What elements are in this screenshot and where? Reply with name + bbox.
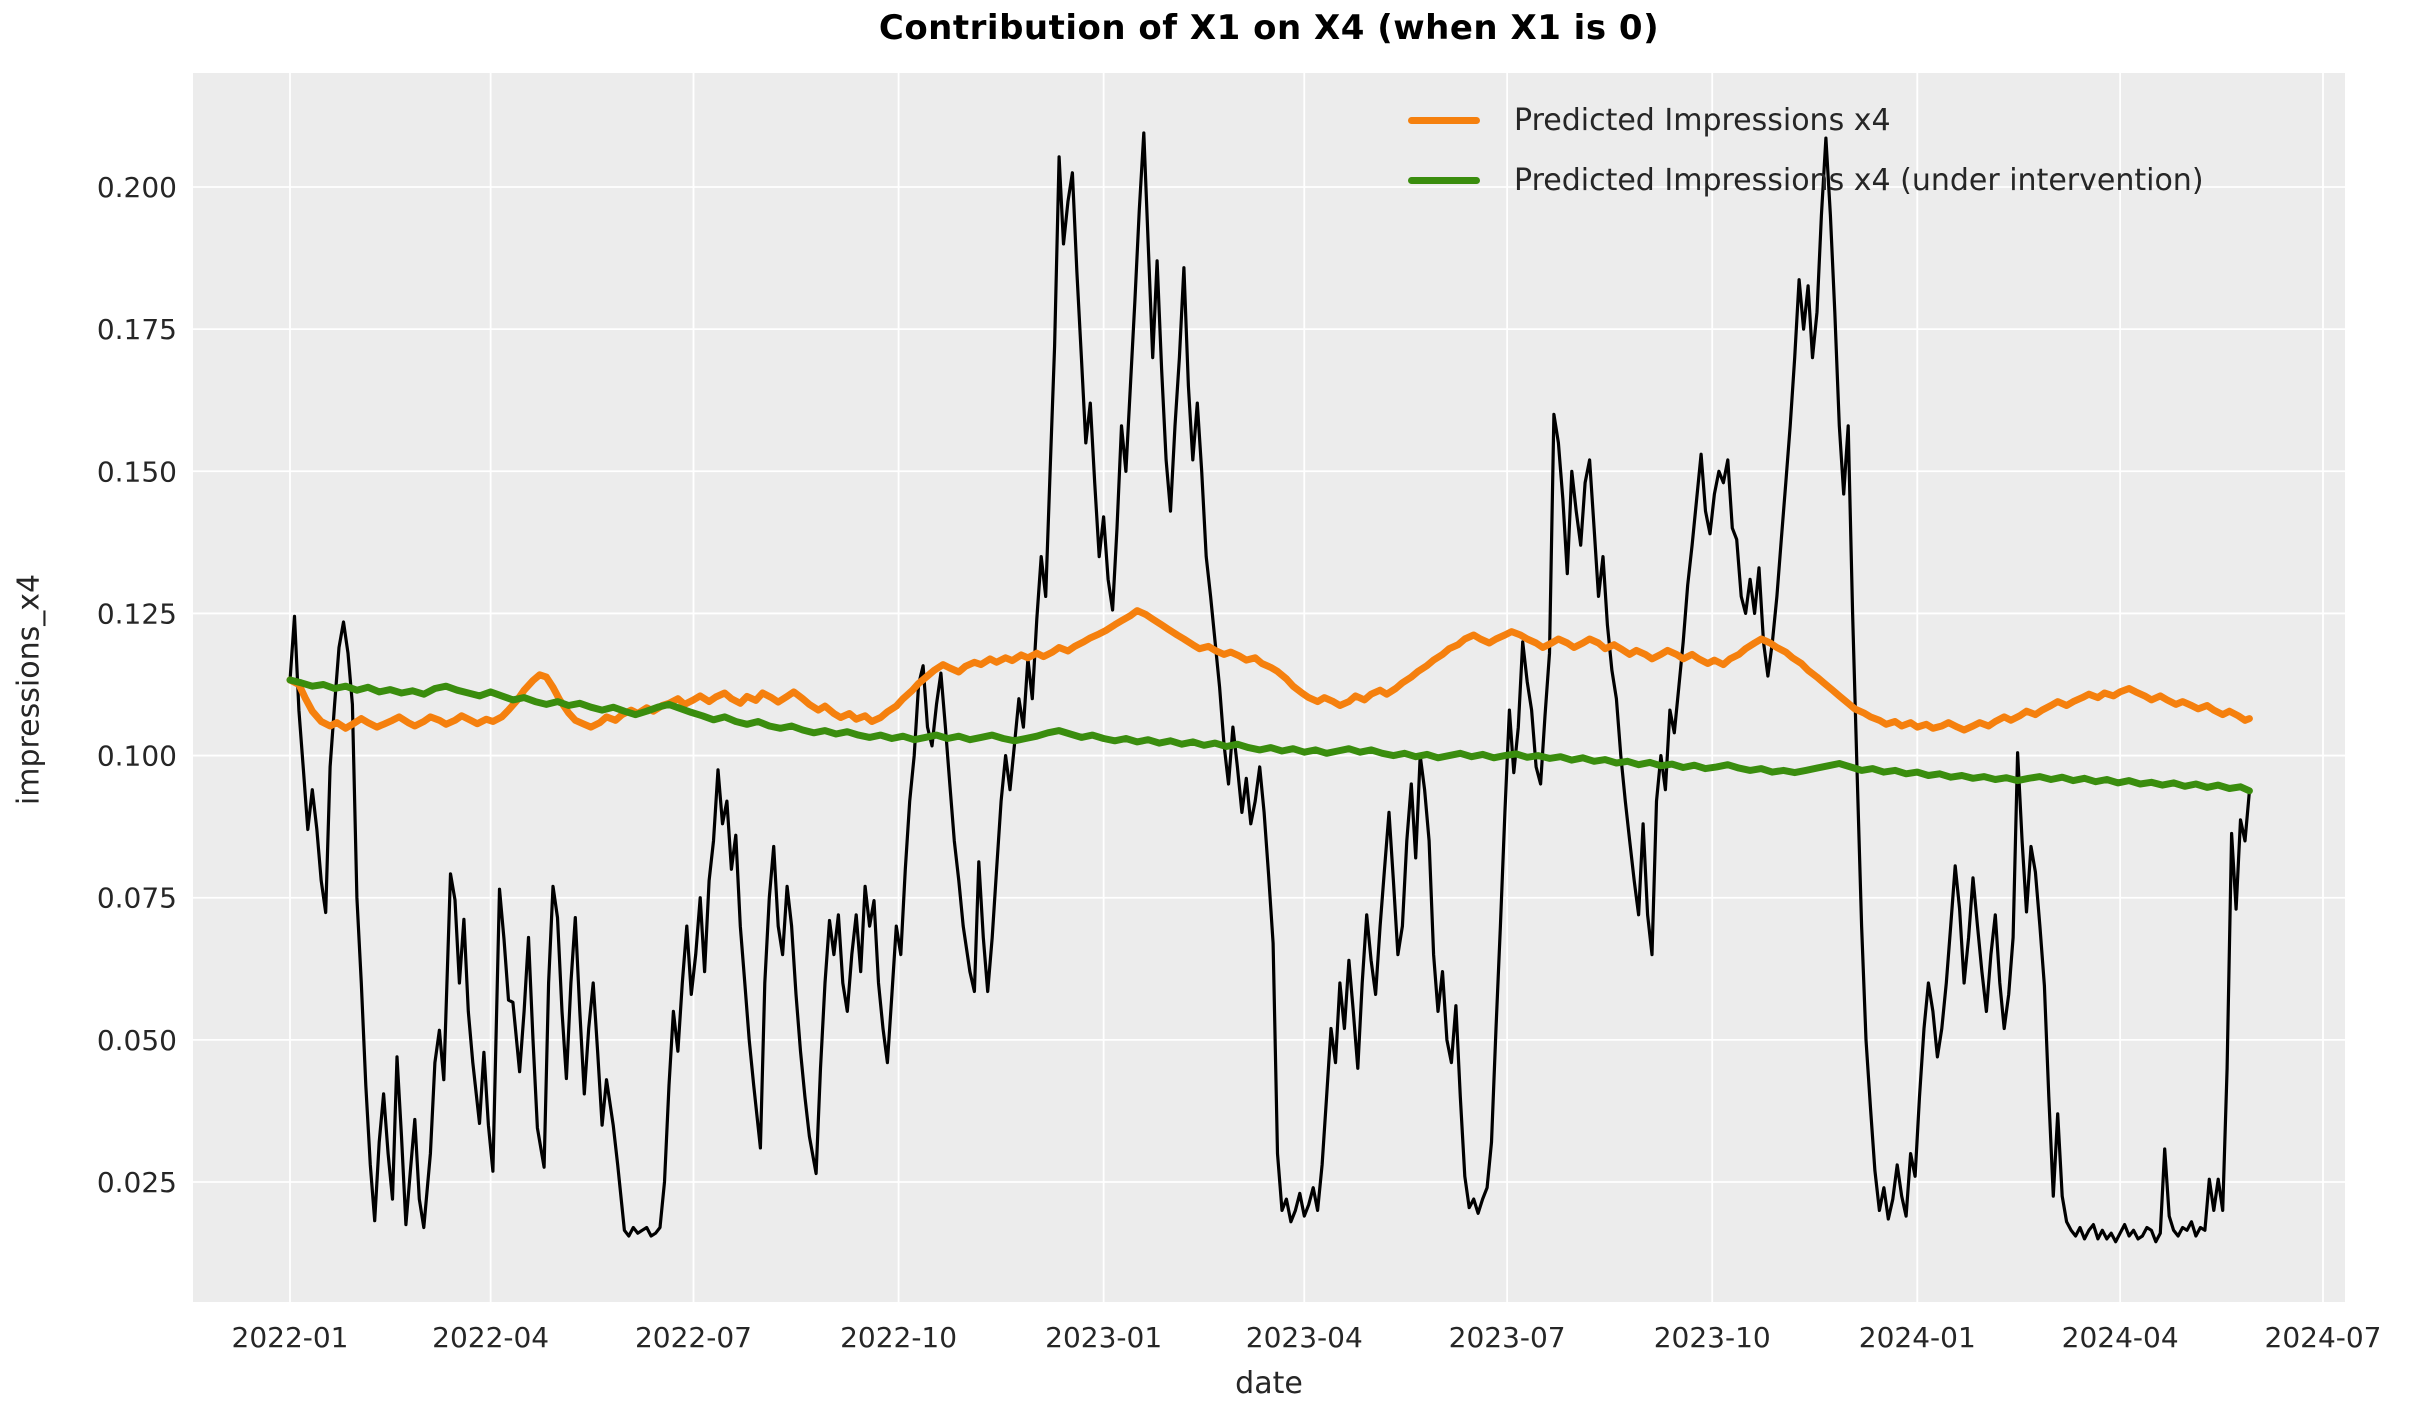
- x-tick-label: 2022-01: [232, 1321, 349, 1354]
- legend: Predicted Impressions x4 Predicted Impre…: [1408, 100, 2204, 200]
- x-axis-label: date: [1235, 1366, 1303, 1401]
- legend-label-predicted: Predicted Impressions x4: [1514, 102, 1891, 138]
- legend-swatch-intervention: [1408, 176, 1480, 184]
- y-tick-label: 0.175: [97, 313, 177, 346]
- x-tick-label: 2024-01: [1859, 1321, 1976, 1354]
- y-tick-label: 0.150: [97, 455, 177, 488]
- y-tick-label: 0.125: [97, 597, 177, 630]
- chart-title: Contribution of X1 on X4 (when X1 is 0): [878, 8, 1660, 48]
- series-line-0: [288, 131, 2251, 1244]
- legend-item-predicted: Predicted Impressions x4: [1408, 100, 2204, 140]
- x-tick-label: 2023-07: [1449, 1321, 1566, 1354]
- x-tick-label: 2022-07: [635, 1321, 752, 1354]
- x-tick-label: 2023-04: [1246, 1321, 1363, 1354]
- plot-background: [193, 73, 2345, 1302]
- x-tick-label: 2023-10: [1654, 1321, 1771, 1354]
- x-tick-label: 2023-01: [1045, 1321, 1162, 1354]
- x-tick-label: 2024-07: [2265, 1321, 2382, 1354]
- x-tick-label: 2022-04: [432, 1321, 549, 1354]
- legend-swatch-predicted: [1408, 116, 1480, 124]
- y-tick-label: 0.100: [97, 740, 177, 773]
- x-tick-label: 2022-10: [840, 1321, 957, 1354]
- y-tick-label: 0.075: [97, 882, 177, 915]
- series-line-1: [286, 607, 2253, 734]
- y-tick-label: 0.050: [97, 1024, 177, 1057]
- legend-item-intervention: Predicted Impressions x4 (under interven…: [1408, 160, 2204, 200]
- y-tick-label: 0.200: [97, 171, 177, 204]
- x-tick-label: 2024-04: [2062, 1321, 2179, 1354]
- y-tick-label: 0.025: [97, 1166, 177, 1199]
- legend-label-intervention: Predicted Impressions x4 (under interven…: [1514, 162, 2204, 198]
- series-line-2: [286, 676, 2253, 795]
- y-axis-label: impressions_x4: [11, 573, 47, 806]
